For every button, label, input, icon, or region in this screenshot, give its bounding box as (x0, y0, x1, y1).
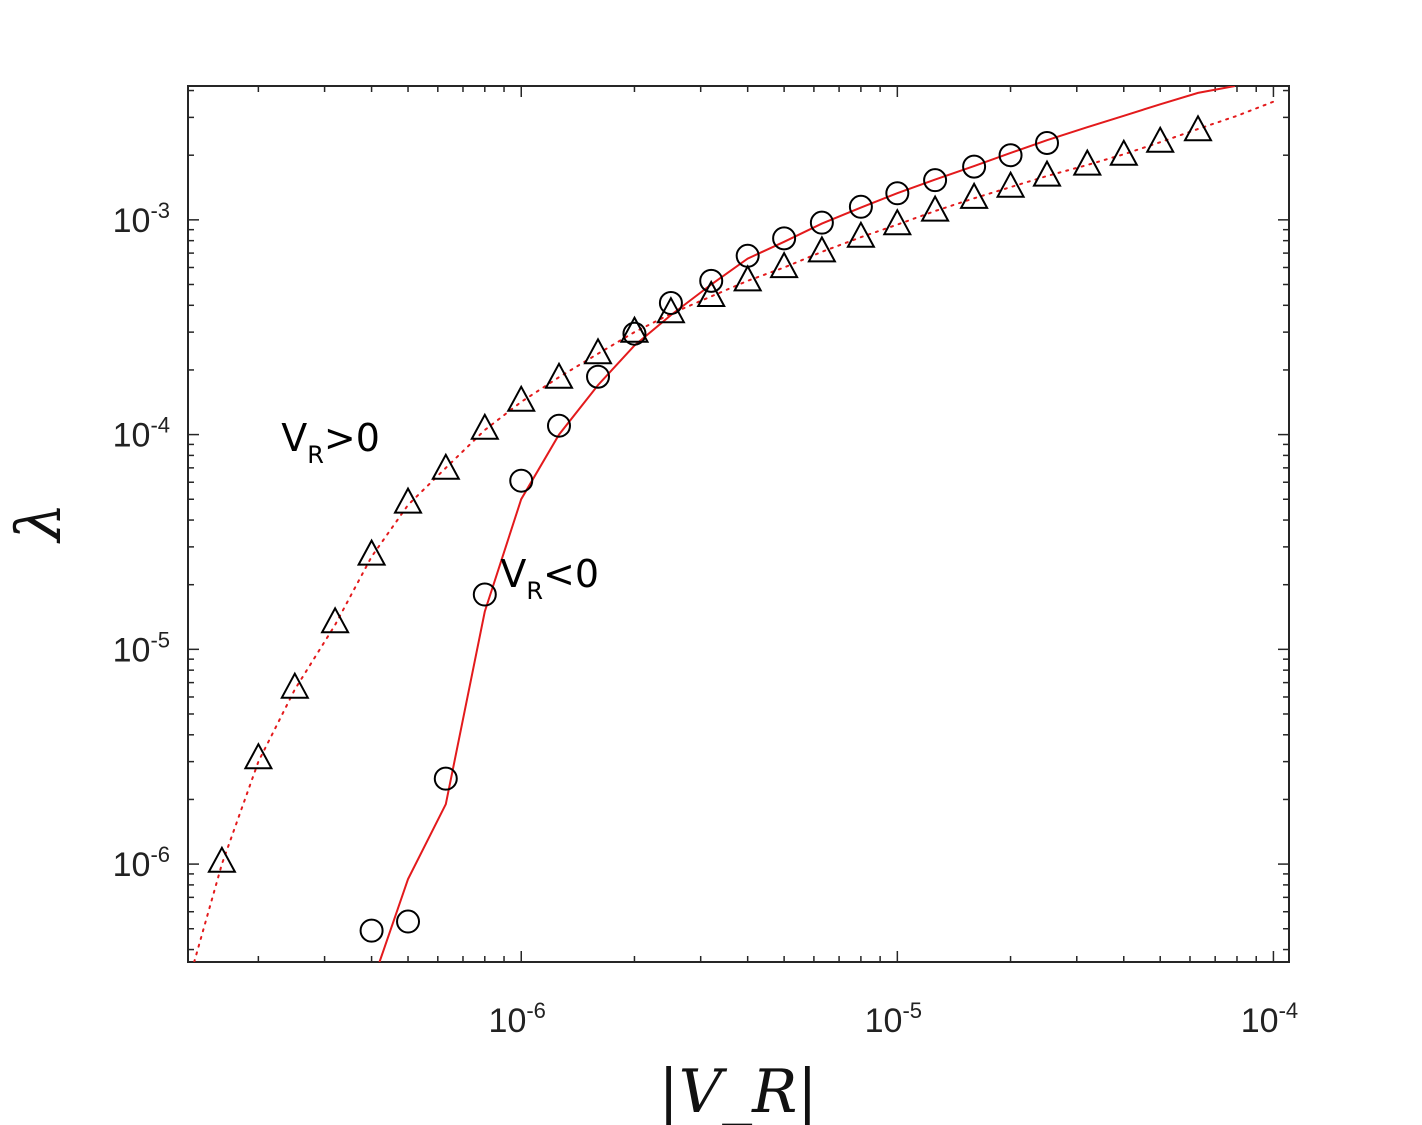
data-point-triangle (243, 742, 274, 770)
data-point-circle (923, 168, 948, 193)
data-point-circle (735, 243, 760, 268)
data-point-circle (396, 909, 421, 934)
data-point-circle (699, 268, 724, 293)
data-point-triangle (1145, 125, 1175, 153)
data-point-circle (546, 413, 571, 438)
data-point-triangle (846, 220, 876, 248)
data-point-triangle (320, 606, 350, 634)
data-point-triangle (470, 412, 500, 440)
annotation-vr-negative: VR<0 (500, 552, 599, 605)
y-tick-label: 10-3 (113, 198, 170, 240)
data-point-triangle (506, 384, 536, 412)
data-point-circle (885, 181, 910, 206)
data-point-triangle (769, 251, 799, 279)
data-point-circle (509, 468, 534, 493)
tick-labels: 10-6 10-5 10-4 10-6 10-5 10-4 10-3 (113, 198, 1299, 1040)
data-point-triangle (1072, 148, 1102, 176)
y-tick-label: 10-6 (113, 842, 170, 884)
data-point-circle (622, 321, 647, 346)
data-point-triangle (920, 194, 950, 222)
data-point-triangle (356, 538, 387, 566)
data-point-circle (586, 364, 611, 389)
fit-line-negative (378, 86, 1236, 962)
fit-lines (193, 86, 1275, 962)
x-axis-title: |V_R| (659, 1057, 818, 1125)
x-tick-label: 10-6 (489, 998, 546, 1040)
data-point-triangle (696, 279, 726, 307)
data-point-triangle (583, 337, 613, 365)
data-point-circle (772, 226, 797, 251)
data-point-circle (962, 154, 987, 179)
y-tick-label: 10-4 (113, 413, 170, 455)
data-point-triangle (1109, 138, 1139, 166)
data-point-triangle (1183, 114, 1213, 142)
data-point-circle (998, 143, 1023, 168)
data-point-triangle (733, 264, 763, 292)
x-tick-label: 10-4 (1241, 998, 1298, 1040)
data-point-circle (433, 766, 458, 791)
x-tick-label: 10-5 (865, 998, 922, 1040)
data-point-triangle (280, 671, 310, 699)
x-axis-title-text: |V_R| (659, 1057, 818, 1125)
data-point-triangle (1032, 159, 1062, 187)
data-point-triangle (807, 235, 837, 263)
annotations: VR>0 VR<0 (281, 416, 599, 605)
y-axis-title: λ (2, 502, 75, 544)
data-point-circle (1035, 130, 1060, 155)
data-point-triangle (544, 361, 574, 389)
data-markers (207, 114, 1213, 943)
data-point-triangle (656, 296, 686, 324)
fit-line-positive (193, 100, 1275, 962)
data-point-triangle (882, 208, 912, 236)
data-point-circle (359, 918, 384, 943)
data-point-circle (809, 210, 834, 235)
data-point-triangle (207, 845, 237, 873)
data-point-triangle (959, 181, 989, 209)
data-point-circle (472, 582, 497, 607)
data-point-circle (658, 290, 683, 315)
y-tick-label: 10-5 (113, 627, 170, 669)
plot-area (187, 85, 1290, 963)
data-point-circle (848, 194, 873, 219)
data-point-triangle (431, 452, 461, 480)
data-point-triangle (619, 315, 650, 343)
annotation-vr-positive: VR>0 (281, 416, 380, 469)
axis-ticks (188, 86, 1289, 962)
data-point-triangle (995, 170, 1026, 198)
data-point-triangle (393, 486, 423, 514)
